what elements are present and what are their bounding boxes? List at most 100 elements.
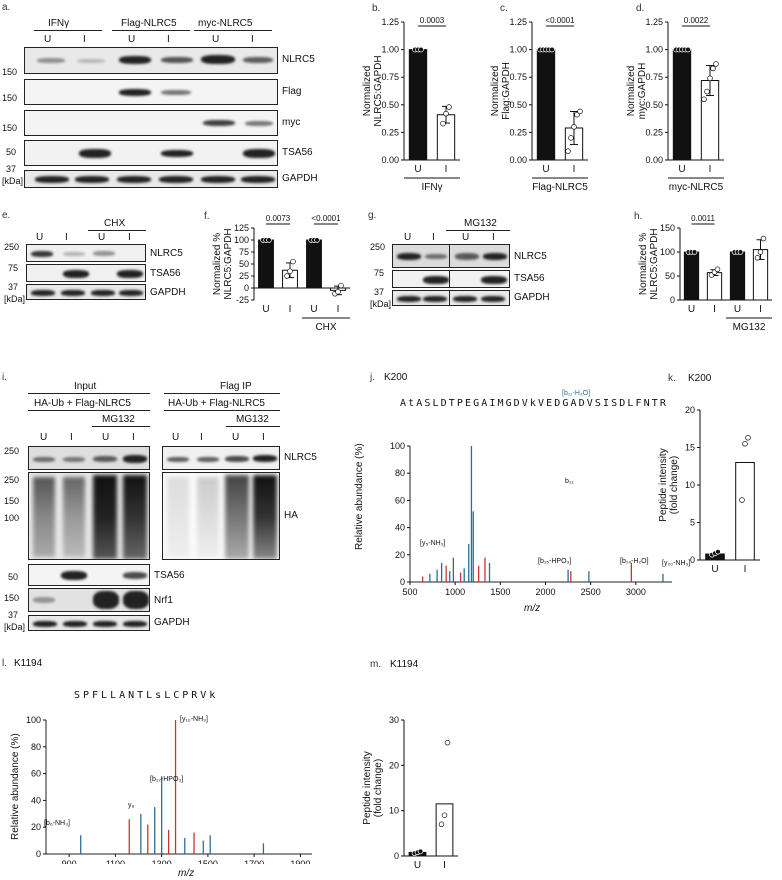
lane-label: U [462, 232, 470, 243]
mw-marker: 37 [374, 287, 385, 297]
lane-label: I [132, 432, 135, 443]
construct-label: HA-Ub + Flag-NLRC5 [168, 398, 265, 409]
y-tick-label: 0 [670, 295, 675, 305]
x-tick-label: I [759, 304, 762, 315]
bar-U [683, 251, 700, 301]
y-tick-label: 40 [31, 795, 41, 805]
p-value: 0.0022 [684, 16, 709, 25]
row-label-tsa56: TSA56 [154, 570, 185, 581]
y-tick-label: 125 [234, 223, 249, 233]
p-value: <0.0001 [545, 16, 575, 25]
mw-marker: 250 [370, 242, 386, 252]
chart-c: c. 0.00 0.25 0.50 0.75 1.00 1.25 NormalizedFlag… [490, 3, 588, 193]
lane-label: U [404, 232, 412, 243]
lane-label: I [70, 432, 73, 443]
y-tick-label: 0 [244, 283, 249, 293]
input-blot-ha [28, 472, 150, 560]
mw-marker: 250 [4, 475, 20, 485]
data-point [701, 96, 707, 103]
mg132-label: MG132 [102, 414, 135, 425]
lane-label: I [200, 432, 203, 443]
x-tick-label: I [709, 164, 712, 175]
data-point [417, 848, 424, 855]
lane-label: U [172, 432, 180, 443]
x-tick-label: 1300 [152, 859, 172, 864]
peak-label: [y₂₀-NH₃] [662, 560, 691, 567]
data-point [710, 65, 716, 72]
y-tick-label: 50 [239, 259, 249, 269]
data-point [737, 249, 744, 255]
bar-U [672, 49, 692, 161]
chart-title: K200 [688, 373, 712, 384]
panel-letter-g: g. [368, 210, 377, 221]
data-point [441, 812, 448, 818]
y-tick-label: 0.75 [645, 72, 663, 82]
y-tick-label: 75 [239, 247, 249, 257]
x-tick-label: I [443, 860, 446, 871]
y-tick-label: 80 [31, 742, 41, 752]
x-axis-label: m/z [178, 868, 195, 879]
panel-letter-f: f. [204, 211, 210, 222]
row-label-tsa56: TSA56 [514, 273, 545, 284]
mw-marker: 50 [6, 147, 17, 157]
data-point [266, 237, 272, 243]
lane-label: I [262, 432, 265, 443]
header-line [34, 30, 102, 31]
y-tick-label: 20 [395, 550, 405, 560]
header-line [226, 426, 280, 427]
peak-label: [b₁₂-HPO₃] [150, 776, 184, 783]
x-tick-label: U [262, 304, 269, 315]
x-tick-label: 3000 [626, 587, 646, 597]
ip-blot-ha [162, 472, 280, 560]
header-line [88, 230, 146, 231]
y-tick-label: 60 [395, 495, 405, 505]
y-tick-label: 0 [400, 577, 405, 587]
y-tick-label: 1.25 [509, 17, 527, 27]
panel-letter-a: a. [2, 2, 11, 13]
data-point [440, 120, 446, 127]
y-tick-label: 0.50 [381, 100, 399, 110]
peak-label: [b₁₅-HPO₃] [538, 558, 572, 565]
mw-marker: 100 [4, 513, 20, 523]
panel-letter-c: c. [500, 3, 508, 14]
y-tick-label: 0.25 [509, 127, 527, 137]
mw-marker: 150 [4, 496, 20, 506]
p-value: 0.0003 [420, 16, 445, 25]
data-point [574, 111, 580, 118]
x-tick-label: 1100 [106, 859, 125, 864]
mw-marker: 150 [2, 67, 18, 77]
lane-label: U [102, 432, 110, 443]
x-tick-label: U [678, 164, 685, 175]
panel-letter-e: e. [2, 210, 11, 221]
y-tick-label: 20 [685, 405, 695, 415]
lane-label: U [40, 432, 48, 443]
lane-label: I [251, 34, 254, 45]
data-point [446, 104, 452, 110]
data-point [685, 46, 691, 53]
peptide-sequence: AtASLDTPEGAIMGDVkVEDGADVSISDLFNTR [400, 398, 668, 409]
row-label-nlrc5: NLRC5 [150, 248, 183, 259]
p-value: 0.0073 [266, 214, 291, 223]
bar-U [408, 49, 428, 161]
data-point [704, 88, 710, 95]
lane-label: I [167, 34, 170, 45]
y-tick-label: 15 [685, 443, 695, 453]
row-label-nrf1: Nrf1 [154, 595, 173, 606]
lane-label: I [65, 232, 68, 243]
data-point [714, 266, 721, 273]
y-tick-label: 0.75 [381, 72, 399, 82]
peptide-sequence: SPFLLANTLsLCPRVk [74, 690, 219, 701]
blot-nlrc5 [24, 47, 278, 74]
data-point [443, 110, 449, 117]
lane-label: U [98, 232, 106, 243]
peak-label: [b₁₁-H₂O] [562, 390, 591, 397]
header-line [28, 410, 150, 411]
row-label-tsa56: TSA56 [282, 147, 313, 158]
y-tick-label: 100 [660, 247, 675, 257]
site-label: K1194 [14, 658, 43, 669]
data-point [715, 548, 721, 555]
y-tick-label: 5 [690, 518, 695, 528]
x-tick-label: 1500 [198, 859, 218, 864]
header-line [194, 30, 272, 31]
